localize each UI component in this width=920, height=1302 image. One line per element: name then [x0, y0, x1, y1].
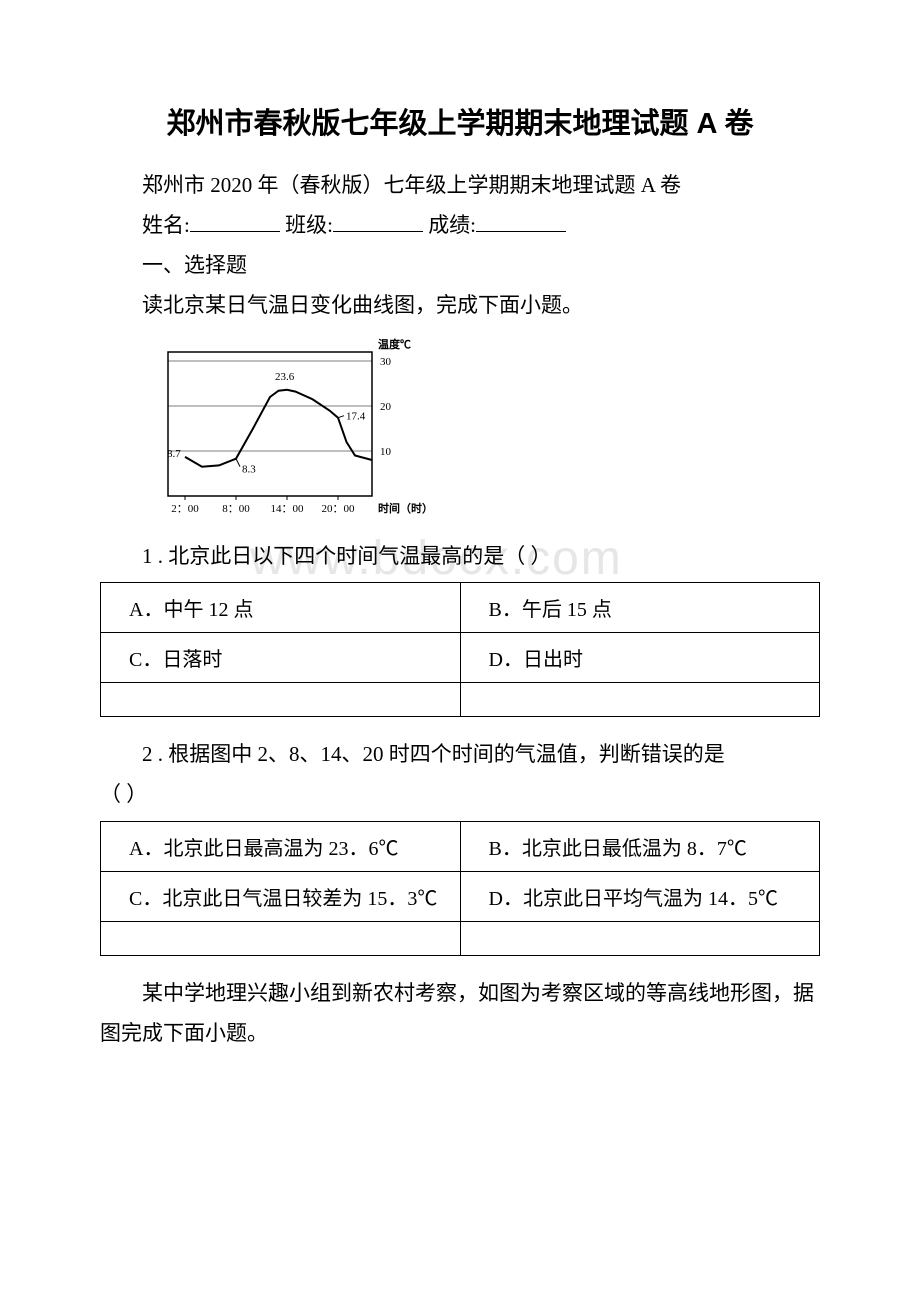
q2-stem-line2: （ ）: [100, 775, 820, 815]
svg-text:温度℃: 温度℃: [378, 337, 411, 351]
section-heading: 一、选择题: [100, 246, 820, 286]
q1-option-b: B．午后 15 点: [460, 583, 820, 633]
q2-option-a: A．北京此日最高温为 23．6℃: [101, 822, 461, 872]
q2-option-d: D．北京此日平均气温为 14．5℃: [460, 872, 820, 922]
class-blank[interactable]: [333, 209, 423, 232]
q1-option-a: A．中午 12 点: [101, 583, 461, 633]
svg-text:20：00: 20：00: [322, 503, 355, 515]
svg-text:14：00: 14：00: [271, 503, 304, 515]
name-label: 姓名:: [142, 213, 190, 237]
q2-option-c: C．北京此日气温日较差为 15．3℃: [101, 872, 461, 922]
table-row: C．北京此日气温日较差为 15．3℃ D．北京此日平均气温为 14．5℃: [101, 872, 820, 922]
svg-text:10: 10: [380, 446, 392, 458]
q2-options-table: A．北京此日最高温为 23．6℃ B．北京此日最低温为 8．7℃ C．北京此日气…: [100, 821, 820, 956]
q1-option-c: C．日落时: [101, 633, 461, 683]
name-blank[interactable]: [190, 209, 280, 232]
page-title: 郑州市春秋版七年级上学期期末地理试题 A 卷: [100, 100, 820, 142]
svg-text:20: 20: [380, 401, 392, 413]
svg-text:时间（时）: 时间（时）: [378, 501, 432, 515]
student-info-line: 姓名: 班级: 成绩:: [100, 206, 820, 246]
svg-text:23.6: 23.6: [275, 370, 295, 382]
q2-option-b: B．北京此日最低温为 8．7℃: [460, 822, 820, 872]
table-row: [101, 683, 820, 717]
table-row: A．北京此日最高温为 23．6℃ B．北京此日最低温为 8．7℃: [101, 822, 820, 872]
table-row: A．中午 12 点 B．午后 15 点: [101, 583, 820, 633]
table-row: C．日落时 D．日出时: [101, 633, 820, 683]
q1-options-table: A．中午 12 点 B．午后 15 点 C．日落时 D．日出时: [100, 582, 820, 717]
svg-text:8.7: 8.7: [167, 447, 181, 459]
question-intro-2: 某中学地理兴趣小组到新农村考察，如图为考察区域的等高线地形图，据图完成下面小题。: [100, 974, 820, 1054]
svg-text:2：00: 2：00: [171, 503, 199, 515]
temperature-chart: 10 20 30 温度℃ 2：00 8：00 14：00 20：00 时间（时） 8.7 8.3 23…: [132, 334, 820, 529]
svg-text:8：00: 8：00: [222, 503, 250, 515]
q2-stem-line1: 2 . 根据图中 2、8、14、20 时四个时间的气温值，判断错误的是: [100, 735, 820, 775]
score-blank[interactable]: [476, 209, 566, 232]
svg-text:17.4: 17.4: [346, 410, 366, 422]
class-label: 班级:: [285, 213, 333, 237]
svg-text:30: 30: [380, 356, 392, 368]
svg-text:8.3: 8.3: [242, 463, 256, 475]
q1-stem: 1 . 北京此日以下四个时间气温最高的是（ ）: [100, 537, 820, 577]
subtitle: 郑州市 2020 年（春秋版）七年级上学期期末地理试题 A 卷: [100, 166, 820, 206]
score-label: 成绩:: [428, 213, 476, 237]
table-row: [101, 922, 820, 956]
question-intro-1: 读北京某日气温日变化曲线图，完成下面小题。: [100, 286, 820, 326]
q1-option-d: D．日出时: [460, 633, 820, 683]
